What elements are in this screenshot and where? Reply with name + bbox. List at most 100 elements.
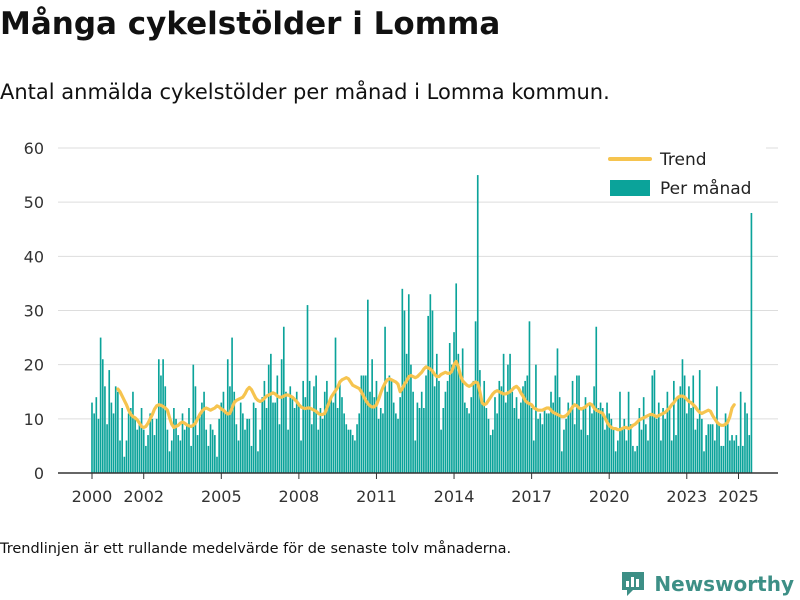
bar	[254, 408, 257, 473]
bar	[345, 424, 348, 473]
bar	[170, 440, 173, 473]
bar	[123, 456, 126, 473]
bar	[285, 391, 287, 473]
bar	[183, 429, 186, 473]
bar	[453, 332, 455, 473]
bar	[295, 391, 298, 473]
bar	[382, 413, 384, 473]
bar-chart: 2000 2002 2005 2008 2011 2014 2017 2020 2023 2025…	[24, 139, 778, 506]
legend-trend-label: Trend	[659, 150, 707, 170]
bar	[513, 408, 516, 473]
bar	[313, 386, 315, 473]
bar	[720, 445, 723, 473]
bar	[104, 386, 106, 473]
bar	[300, 440, 302, 473]
bar	[175, 418, 177, 473]
bar	[593, 386, 595, 473]
bar	[479, 370, 481, 473]
bar	[267, 364, 270, 473]
bar	[168, 451, 171, 473]
bar	[638, 408, 641, 473]
bar	[99, 337, 102, 473]
bar	[576, 375, 578, 473]
bar	[666, 391, 669, 473]
bar	[201, 402, 203, 473]
y-tick-label: 30	[24, 302, 44, 321]
bar	[670, 440, 673, 473]
bar	[336, 408, 339, 473]
bar	[416, 402, 419, 473]
y-axis: 0 10 20 30 40 50 60	[24, 139, 44, 483]
bar	[556, 348, 559, 473]
trend-line	[116, 359, 736, 432]
bar	[476, 175, 479, 473]
bar	[440, 429, 442, 473]
bar	[573, 424, 576, 473]
bar	[252, 402, 255, 473]
bar	[709, 424, 712, 473]
bar	[224, 413, 227, 473]
bar	[442, 408, 445, 473]
bar	[584, 397, 587, 473]
bar	[731, 435, 733, 473]
bar	[160, 375, 162, 473]
bar	[188, 408, 190, 473]
bar	[369, 391, 371, 473]
y-tick-label: 60	[24, 139, 44, 158]
bar	[737, 445, 740, 473]
bar	[468, 413, 470, 473]
bar	[95, 397, 98, 473]
bar	[310, 424, 313, 473]
bar	[289, 386, 292, 473]
bar	[321, 418, 324, 473]
bar	[558, 397, 561, 473]
bar	[677, 397, 679, 473]
bar	[655, 418, 658, 473]
bar	[250, 445, 253, 473]
bar	[515, 397, 518, 473]
bar	[744, 402, 746, 473]
bar	[481, 402, 483, 473]
bar	[397, 418, 399, 473]
bar	[692, 375, 695, 473]
bar	[696, 418, 699, 473]
bar	[543, 408, 546, 473]
bar	[597, 408, 600, 473]
bar	[334, 337, 337, 473]
bar	[526, 375, 529, 473]
bar	[733, 440, 736, 473]
bar	[632, 445, 634, 473]
bar	[532, 440, 535, 473]
bar	[263, 380, 266, 473]
bar	[138, 424, 141, 473]
bar	[601, 408, 604, 473]
bar	[619, 391, 621, 473]
bar	[407, 294, 410, 473]
bar	[274, 402, 276, 473]
y-tick-label: 0	[34, 464, 44, 483]
x-tick-label: 2008	[279, 487, 320, 506]
bar	[580, 429, 583, 473]
bar	[741, 445, 744, 473]
bar	[291, 397, 294, 473]
bar	[492, 429, 494, 473]
bar	[591, 413, 593, 473]
legend: Trend Per månad	[600, 147, 766, 201]
bar	[420, 391, 423, 473]
x-tick-label: 2020	[589, 487, 630, 506]
bar	[662, 408, 664, 473]
bar	[207, 445, 210, 473]
y-tick-label: 10	[24, 410, 44, 429]
bar	[675, 435, 677, 473]
bar	[429, 294, 432, 473]
bar	[179, 440, 182, 473]
bar	[306, 305, 309, 473]
bar	[623, 418, 626, 473]
footnote: Trendlinjen är ett rullande medelvärde f…	[0, 541, 512, 557]
bar	[270, 353, 272, 473]
bar	[242, 413, 244, 473]
bar	[459, 375, 462, 473]
bar	[578, 375, 580, 473]
bar	[218, 418, 220, 473]
bar	[604, 429, 606, 473]
